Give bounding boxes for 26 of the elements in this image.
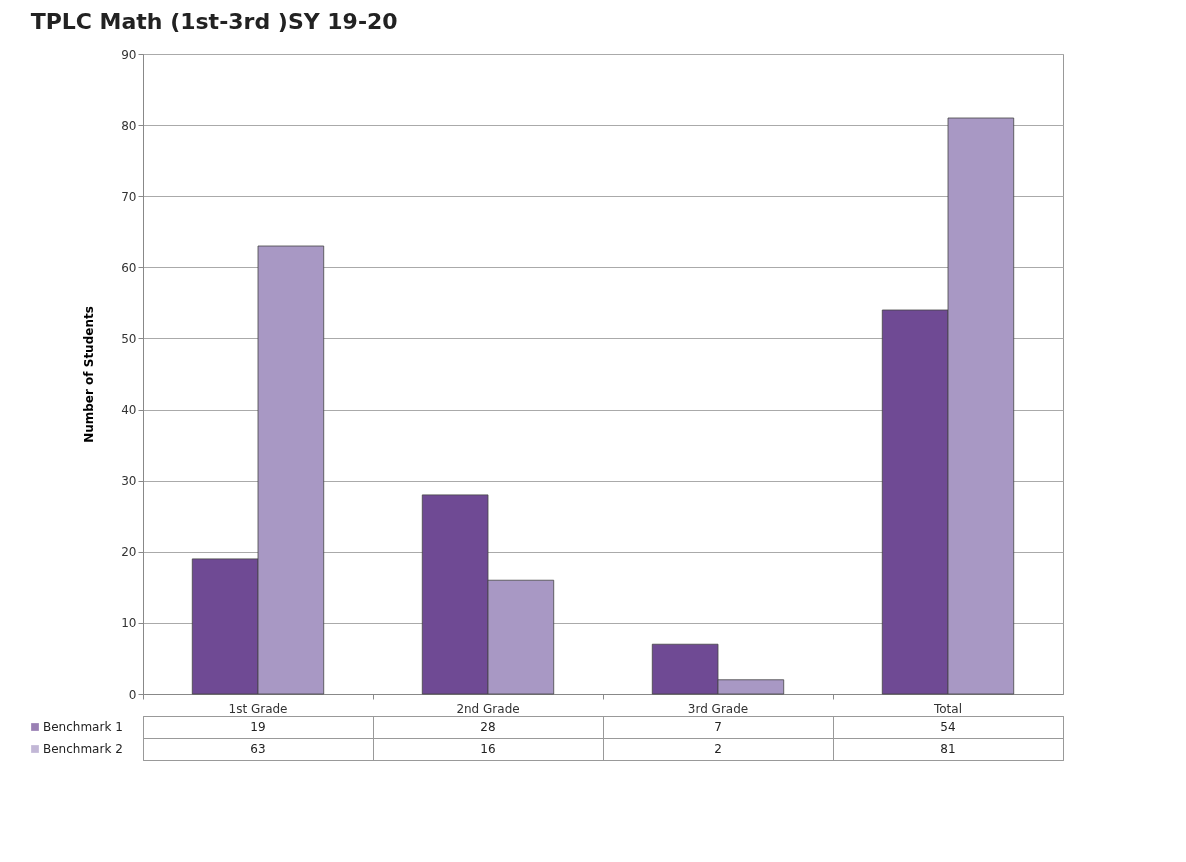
y-tick-label: 50 xyxy=(121,331,137,346)
y-tick-label: 90 xyxy=(121,47,137,62)
y-tick-label: 60 xyxy=(121,260,137,275)
data-label: 63 xyxy=(250,742,266,756)
data-label: 28 xyxy=(480,720,496,734)
y-tick-label: 10 xyxy=(121,616,137,631)
x-tick-label: 3rd Grade xyxy=(687,701,749,716)
data-label: 7 xyxy=(714,720,722,734)
data-label: 19 xyxy=(250,720,266,734)
legend-label: Benchmark 1 xyxy=(43,720,123,734)
y-tick-label: 80 xyxy=(121,118,137,133)
x-tick-label: 1st Grade xyxy=(228,701,288,716)
data-label: 81 xyxy=(940,742,956,756)
data-label: 16 xyxy=(480,742,496,756)
y-tick-label: 40 xyxy=(121,403,137,418)
y-tick-label: 70 xyxy=(121,189,137,204)
data-label: 2 xyxy=(714,742,722,756)
chart-title: TPLC Math (1st-3rd )SY 19-20 xyxy=(30,8,398,34)
y-tick-label: 0 xyxy=(128,687,137,702)
y-tick-label: 30 xyxy=(121,474,137,489)
x-tick-label: 2nd Grade xyxy=(456,701,520,716)
y-tick-label: 20 xyxy=(121,545,137,560)
x-tick-label: Total xyxy=(932,701,963,716)
data-label: 54 xyxy=(940,720,956,734)
legend-label: Benchmark 2 xyxy=(43,742,123,756)
y-axis-title: Number of Students xyxy=(82,306,97,443)
